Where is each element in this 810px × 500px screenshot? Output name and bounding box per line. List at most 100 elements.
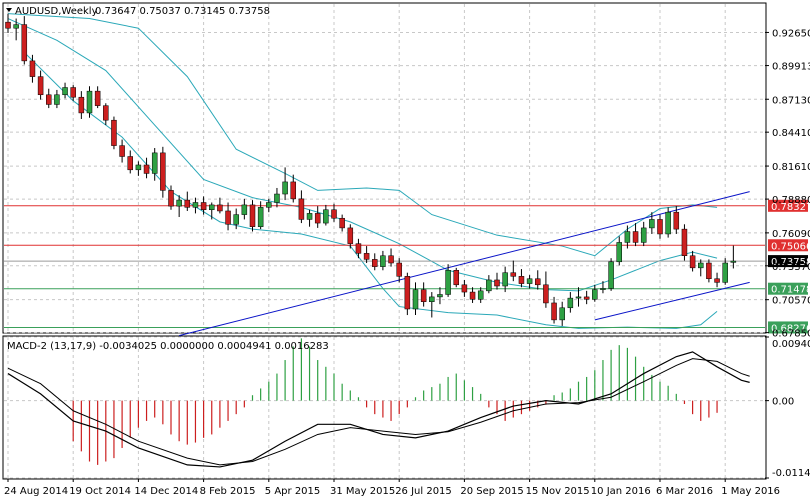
price-tick-label: 0.84410 xyxy=(772,128,810,139)
candle-body xyxy=(681,228,688,256)
candle-body xyxy=(624,231,631,243)
candle-body xyxy=(518,276,525,284)
price-tick-label: 0.70570 xyxy=(772,296,810,307)
candle-body xyxy=(70,87,76,98)
candle-body xyxy=(722,262,728,283)
current-price-label: 0.73758 xyxy=(771,257,810,268)
price-tick-label: 0.67850 xyxy=(772,329,810,340)
channel-line xyxy=(179,191,750,337)
candle-body xyxy=(510,272,517,277)
ohlc-readout: 0.73647 0.75037 0.73145 0.73758 xyxy=(95,6,270,17)
candle-body xyxy=(526,278,533,284)
price-tick-label: 0.89913 xyxy=(772,62,810,73)
candle-body xyxy=(249,204,256,227)
price-axis: 0.92650 0.89913 0.87130 0.84410 0.81610 0.788… xyxy=(765,28,810,340)
candle-body xyxy=(437,294,443,298)
candle-body xyxy=(331,209,337,219)
price-tick-label: 0.92650 xyxy=(772,28,810,39)
candle-body xyxy=(412,289,419,310)
candle-body xyxy=(502,272,508,287)
time-tick-label: 31 May 2015 xyxy=(330,486,395,497)
candle-body xyxy=(396,262,402,277)
candle-body xyxy=(217,204,223,212)
price-tick-label: 0.81610 xyxy=(772,162,810,173)
time-tick-label: 15 Nov 2015 xyxy=(526,486,590,497)
price-tick-label: 0.87130 xyxy=(772,95,810,106)
candle-body xyxy=(469,291,476,300)
candle-body xyxy=(46,94,52,105)
time-axis: 24 Aug 2014 19 Oct 2014 14 Dec 2014 8 Feb 2… xyxy=(4,479,780,497)
candle-body xyxy=(160,152,166,191)
time-tick-label: 26 Jul 2015 xyxy=(395,486,452,497)
candle-body xyxy=(559,307,565,321)
macd-panel-frame xyxy=(2,335,767,480)
macd-tick-label: 0.009404 xyxy=(772,339,810,350)
candle-body xyxy=(453,270,459,286)
candle-body xyxy=(404,276,411,310)
candle-body xyxy=(257,207,264,227)
chevron-down-icon[interactable] xyxy=(6,8,12,12)
candle-body xyxy=(616,242,622,263)
candle-body xyxy=(714,278,720,283)
candle-body xyxy=(445,270,451,295)
resistance-label-box xyxy=(768,199,808,212)
candle-body xyxy=(388,255,394,264)
price-tick-label: 0.78880 xyxy=(772,195,810,206)
resistance-label-box xyxy=(768,239,808,252)
resistance-label: 0.75066 xyxy=(771,241,810,252)
support-label-box xyxy=(768,321,808,334)
time-tick-label: 14 Dec 2014 xyxy=(134,486,198,497)
candle-body xyxy=(347,227,354,244)
candle-body xyxy=(37,76,44,96)
candle-body xyxy=(209,204,215,211)
candle-body xyxy=(200,202,207,211)
candle-body xyxy=(420,289,427,302)
candle-body xyxy=(241,204,248,215)
candle-body xyxy=(314,213,321,224)
time-tick-label: 10 Jan 2016 xyxy=(591,486,651,497)
support-label-box xyxy=(768,282,808,295)
candle-body xyxy=(225,210,231,225)
candle-body xyxy=(657,219,663,235)
time-tick-label: 5 Apr 2015 xyxy=(265,486,320,497)
current-price-box xyxy=(768,255,808,268)
candle-body xyxy=(494,279,500,287)
candle-body xyxy=(62,87,68,96)
resistance-label: 0.78327 xyxy=(771,202,810,213)
candle-body xyxy=(535,278,541,286)
candle-body xyxy=(339,217,345,229)
macd-histogram xyxy=(72,338,718,465)
candle-body xyxy=(689,255,696,269)
candle-body xyxy=(21,24,28,62)
candle-body xyxy=(665,211,671,235)
candle-body xyxy=(119,145,125,157)
candle-body xyxy=(176,199,182,207)
candle-body xyxy=(429,296,435,302)
candle-body xyxy=(575,296,582,299)
support-label: 0.71478 xyxy=(771,285,810,296)
candle-body xyxy=(600,288,606,290)
candle-body xyxy=(266,202,272,208)
candle-body xyxy=(461,284,468,293)
price-tick-label: 0.73370 xyxy=(772,262,810,273)
candle-body xyxy=(54,94,60,105)
bollinger-upper-line xyxy=(7,13,718,257)
candle-body xyxy=(323,209,329,224)
symbol-label: AUDUSD,Weekly xyxy=(15,6,98,17)
price-tick-label: 0.76090 xyxy=(772,229,810,240)
candle-body xyxy=(543,284,549,304)
price-grid xyxy=(4,4,765,334)
candle-body xyxy=(380,255,386,267)
candle-body xyxy=(111,119,117,146)
candle-body xyxy=(355,243,362,254)
candle-body xyxy=(282,181,288,195)
candle-body xyxy=(632,231,639,243)
candle-body xyxy=(86,90,93,114)
candle-body xyxy=(78,96,85,114)
candle-body xyxy=(592,289,598,300)
candle-body xyxy=(306,213,313,220)
candle-body xyxy=(583,296,590,300)
candle-body xyxy=(608,261,614,289)
